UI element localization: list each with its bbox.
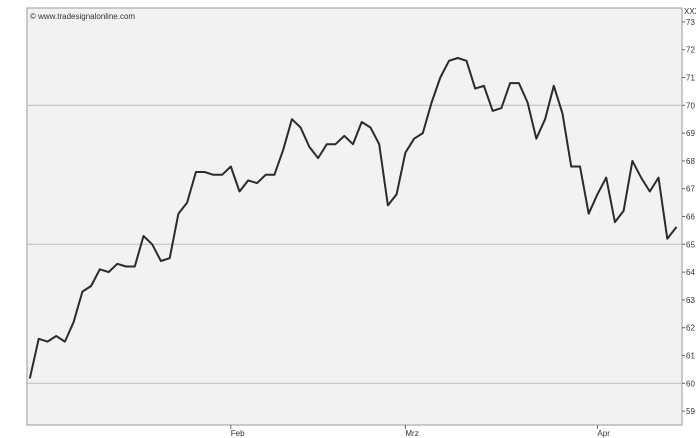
y-tick-label-73: 73 — [686, 18, 695, 27]
plot-background — [26, 7, 683, 426]
y-tick-label-67: 67 — [686, 185, 695, 194]
y-axis-ticks: 59 60 61 62 63 64 65 66 67 68 69 70 71 72 73 — [682, 18, 695, 416]
y-tick-label-65: 65 — [686, 240, 695, 249]
y-tick-label-62: 62 — [686, 324, 695, 333]
x-axis-ticks: Feb Mrz Apr — [230, 425, 610, 438]
y-tick-label-63: 63 — [686, 296, 695, 305]
y-tick-label-69: 69 — [686, 129, 695, 138]
series-layer — [29, 57, 677, 379]
x-tick-label-feb: Feb — [231, 429, 245, 438]
y-tick-label-60: 60 — [686, 379, 695, 388]
grid-layer — [27, 104, 682, 384]
y-tick-label-66: 66 — [686, 213, 695, 222]
x-tick-label-apr: Apr — [597, 429, 610, 438]
y-tick-label-64: 64 — [686, 268, 695, 277]
y-unit-label: XXX — [684, 7, 696, 16]
y-tick-label-71: 71 — [686, 74, 695, 83]
source-label: © www.tradesignalonline.com — [30, 12, 135, 21]
y-tick-label-59: 59 — [686, 407, 695, 416]
x-tick-label-mrz: Mrz — [405, 429, 418, 438]
y-tick-label-70: 70 — [686, 101, 695, 110]
y-tick-label-61: 61 — [686, 352, 695, 361]
series-line-0 — [29, 57, 677, 379]
y-tick-label-72: 72 — [686, 46, 695, 55]
y-tick-label-68: 68 — [686, 157, 695, 166]
